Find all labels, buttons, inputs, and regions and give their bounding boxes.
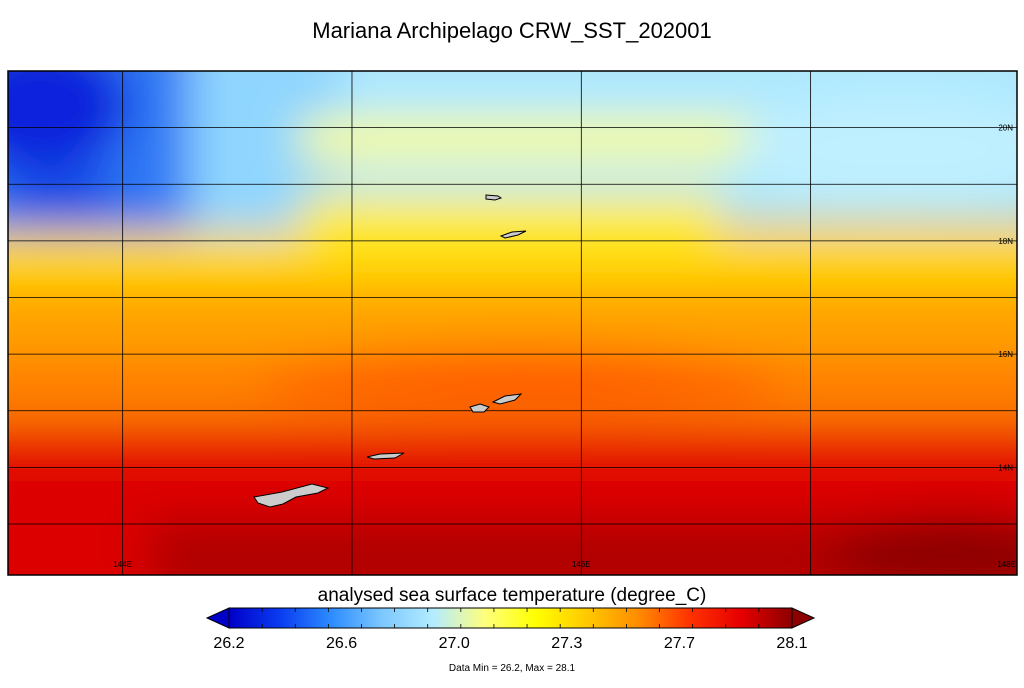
graticule bbox=[8, 71, 1017, 575]
island-guam bbox=[253, 483, 330, 508]
lat-tick-label: 16N bbox=[998, 350, 1013, 359]
lat-tick-label: 20N bbox=[998, 124, 1013, 133]
lon-tick-label: 146E bbox=[572, 560, 591, 569]
island-tinian bbox=[469, 403, 490, 413]
lon-tick-label: 148E bbox=[997, 560, 1016, 569]
lat-tick-label: 14N bbox=[998, 463, 1013, 472]
map-frame bbox=[7, 70, 1018, 576]
island-north bbox=[485, 194, 503, 201]
colorbar-tick-label: 27.0 bbox=[439, 635, 470, 652]
data-range-note: Data Min = 26.2, Max = 28.1 bbox=[448, 663, 576, 674]
island-rota bbox=[366, 452, 405, 460]
colorbar-tick-label: 27.7 bbox=[664, 635, 695, 652]
colorbar-max-arrow bbox=[791, 607, 816, 629]
lat-tick-label: 18N bbox=[998, 237, 1013, 246]
colorbar-title: analysed sea surface temperature (degree… bbox=[317, 585, 707, 606]
colorbar: 26.2 26.6 27.0 27.3 27.7 28.1 bbox=[205, 607, 816, 652]
colorbar-tick-label: 28.1 bbox=[776, 635, 807, 652]
colorbar-tick-label: 26.2 bbox=[213, 635, 244, 652]
colorbar-min-arrow bbox=[205, 607, 230, 629]
colorbar-bar bbox=[228, 607, 793, 629]
map-title: Mariana Archipelago CRW_SST_202001 bbox=[312, 18, 712, 43]
colorbar-tick-label: 27.3 bbox=[551, 635, 582, 652]
colorbar-tick-label: 26.6 bbox=[326, 635, 357, 652]
islands bbox=[253, 194, 527, 508]
lon-tick-label: 144E bbox=[113, 560, 132, 569]
island-saipan bbox=[491, 393, 523, 405]
axis-labels: 144E 146E 148E 20N 18N 16N 14N bbox=[113, 124, 1016, 569]
sst-field bbox=[8, 71, 1017, 575]
island-anatahan bbox=[499, 230, 527, 239]
